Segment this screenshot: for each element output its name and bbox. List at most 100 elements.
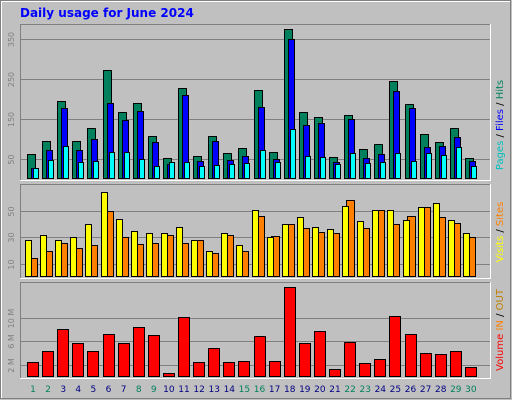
- bar-volume-day-28: [435, 354, 447, 377]
- bar-volume-day-10: [163, 373, 175, 377]
- x-tick-day-18: 18: [284, 385, 296, 395]
- y-tick-label: 350: [7, 32, 16, 47]
- x-tick-day-23: 23: [359, 385, 370, 395]
- bar-sites-day-18: [282, 224, 289, 277]
- side-label-part: Volume: [495, 334, 506, 371]
- x-tick-day-6: 6: [106, 385, 112, 395]
- bars: [25, 29, 477, 377]
- x-tick-day-26: 26: [405, 385, 417, 395]
- side-label-bottom: Volume IN / OUT: [495, 288, 506, 371]
- bar-pages-day-27: [426, 153, 432, 179]
- bar-pages-day-20: [320, 157, 326, 179]
- x-tick-day-7: 7: [121, 385, 127, 395]
- bar-pages-day-1: [33, 168, 39, 179]
- side-label-middle: Visits / Sites: [495, 202, 506, 263]
- panels-background: [20, 24, 491, 379]
- x-tick-day-21: 21: [329, 385, 340, 395]
- side-label-part: OUT: [495, 288, 506, 310]
- bar-sites-day-23: [357, 221, 364, 277]
- bar-sites-day-14: [221, 233, 228, 277]
- bar-volume-day-29: [450, 351, 462, 377]
- bar-volume-day-16: [254, 336, 266, 377]
- bar-pages-day-18: [290, 129, 296, 179]
- bar-sites-day-19: [297, 217, 304, 277]
- side-label-part: /: [495, 99, 506, 109]
- bar-sites-day-28: [433, 203, 440, 277]
- bar-pages-day-8: [139, 159, 145, 179]
- x-tick-day-10: 10: [163, 385, 175, 395]
- bar-volume-day-2: [42, 351, 54, 377]
- side-labels: Pages / Files / Hits Visits / Sites Volume…: [495, 80, 506, 371]
- y-tick-label: 6 M: [7, 334, 16, 349]
- side-label-part: /: [495, 131, 506, 141]
- bar-pages-day-13: [214, 165, 220, 179]
- bar-volume-day-6: [103, 334, 115, 377]
- bar-pages-day-11: [184, 162, 190, 179]
- bar-sites-day-8: [131, 231, 138, 277]
- x-tick-day-1: 1: [30, 385, 36, 395]
- side-label-part: /: [495, 310, 506, 320]
- y-tick-label: 250: [7, 72, 16, 87]
- bar-volume-day-15: [238, 361, 250, 377]
- side-label-part: Visits: [495, 236, 506, 263]
- bar-sites-day-24: [372, 210, 379, 277]
- bar-volume-day-7: [118, 343, 130, 377]
- bar-sites-day-4: [70, 237, 77, 277]
- bar-pages-day-26: [411, 161, 417, 179]
- bar-pages-day-30: [471, 166, 477, 179]
- x-tick-day-27: 27: [420, 385, 431, 395]
- bar-pages-day-4: [78, 162, 84, 179]
- bar-volume-day-14: [223, 362, 235, 377]
- bar-volume-day-20: [314, 331, 326, 377]
- bar-sites-day-26: [403, 220, 410, 277]
- side-label-part: /: [495, 226, 506, 236]
- x-tick-day-19: 19: [299, 385, 311, 395]
- bar-sites-day-1: [25, 240, 32, 277]
- bar-sites-day-27: [418, 207, 425, 277]
- side-label-part: IN: [495, 320, 506, 330]
- chart-title: Daily usage for June 2024: [20, 6, 194, 20]
- y-tick-labels: 50 150 250 350 10 30 50 2 M 6 M 10 M: [7, 32, 16, 373]
- bar-sites-day-12: [191, 240, 198, 277]
- x-tick-day-20: 20: [314, 385, 326, 395]
- bar-sites-day-2: [40, 235, 47, 277]
- bar-pages-day-21: [335, 164, 341, 179]
- bar-volume-day-25: [389, 316, 401, 377]
- bar-pages-day-15: [244, 163, 250, 179]
- bar-pages-day-10: [169, 162, 175, 179]
- bar-sites-day-5: [85, 224, 92, 277]
- bar-pages-day-28: [441, 155, 447, 179]
- bar-pages-day-25: [395, 153, 401, 179]
- bar-pages-day-2: [48, 160, 54, 179]
- y-tick-label: 50: [7, 206, 16, 216]
- bar-pages-day-6: [109, 152, 115, 179]
- bar-sites-day-20: [312, 227, 319, 277]
- bar-sites-day-7: [116, 219, 123, 277]
- x-tick-day-12: 12: [193, 385, 204, 395]
- bar-volume-day-8: [133, 327, 145, 377]
- bar-sites-day-17: [267, 237, 274, 277]
- x-tick-day-17: 17: [269, 385, 280, 395]
- x-tick-day-29: 29: [450, 385, 462, 395]
- bar-pages-day-3: [63, 146, 69, 179]
- bar-volume-day-5: [87, 351, 99, 377]
- bar-sites-day-30: [463, 233, 470, 277]
- bar-pages-day-23: [365, 163, 371, 179]
- bar-volume-day-23: [359, 363, 371, 377]
- y-tick-label: 30: [7, 232, 16, 242]
- side-label-part: Files: [495, 109, 506, 131]
- bar-volume-day-30: [465, 367, 477, 377]
- bar-volume-day-17: [269, 361, 281, 377]
- side-label-part: Pages: [495, 141, 506, 170]
- bar-pages-day-22: [350, 153, 356, 179]
- bar-volume-day-26: [405, 334, 417, 377]
- bar-sites-day-16: [252, 210, 259, 277]
- bar-pages-day-7: [124, 152, 130, 179]
- x-tick-day-5: 5: [91, 385, 97, 395]
- bar-pages-day-24: [380, 162, 386, 179]
- bar-volume-day-13: [208, 348, 220, 377]
- x-tick-day-25: 25: [390, 385, 401, 395]
- bar-volume-day-24: [374, 359, 386, 377]
